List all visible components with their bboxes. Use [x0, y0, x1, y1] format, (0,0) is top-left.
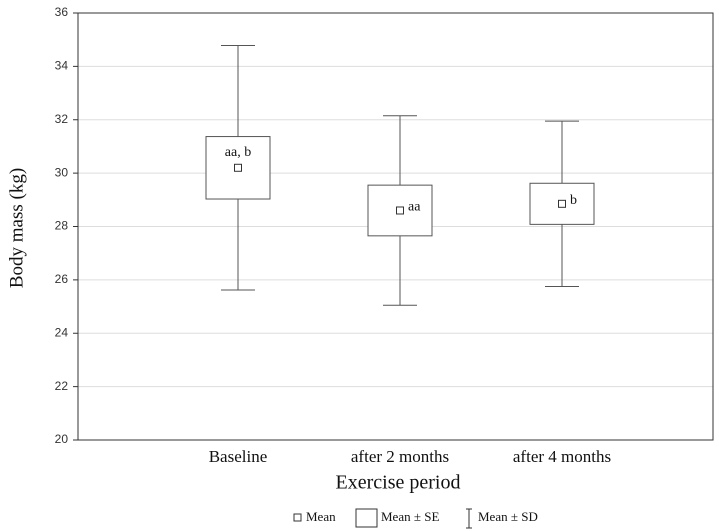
y-tick-label: 22 — [55, 379, 69, 393]
legend-label: Mean ± SD — [478, 509, 538, 524]
legend-label: Mean ± SE — [381, 509, 439, 524]
annotation: b — [570, 193, 577, 208]
mean-marker — [234, 163, 242, 172]
y-tick-label: 36 — [55, 5, 69, 19]
y-tick-label: 34 — [55, 59, 69, 73]
y-tick-label: 30 — [55, 165, 69, 179]
legend-mean-icon — [293, 513, 302, 522]
annotation: aa — [408, 200, 421, 215]
y-axis-label: Body mass (kg) — [6, 168, 27, 288]
legend-se-icon — [355, 508, 378, 528]
plot-frame — [77, 12, 714, 441]
y-tick-label: 28 — [55, 219, 69, 233]
x-axis-label: Exercise period — [336, 472, 461, 494]
se-box — [367, 184, 433, 237]
x-tick-label: Baseline — [209, 447, 268, 466]
mean-marker — [558, 199, 566, 208]
legend-label: Mean — [306, 509, 336, 524]
mean-marker — [396, 206, 404, 215]
y-tick-label: 20 — [55, 432, 69, 446]
y-tick-label: 32 — [55, 112, 69, 126]
annotation: aa, b — [225, 145, 251, 160]
y-tick-label: 24 — [55, 325, 69, 339]
x-tick-label: after 2 months — [351, 447, 449, 466]
x-tick-label: after 4 months — [513, 447, 611, 466]
y-tick-label: 26 — [55, 272, 69, 286]
legend: Mean Mean ± SE Mean ± SD — [293, 508, 538, 529]
